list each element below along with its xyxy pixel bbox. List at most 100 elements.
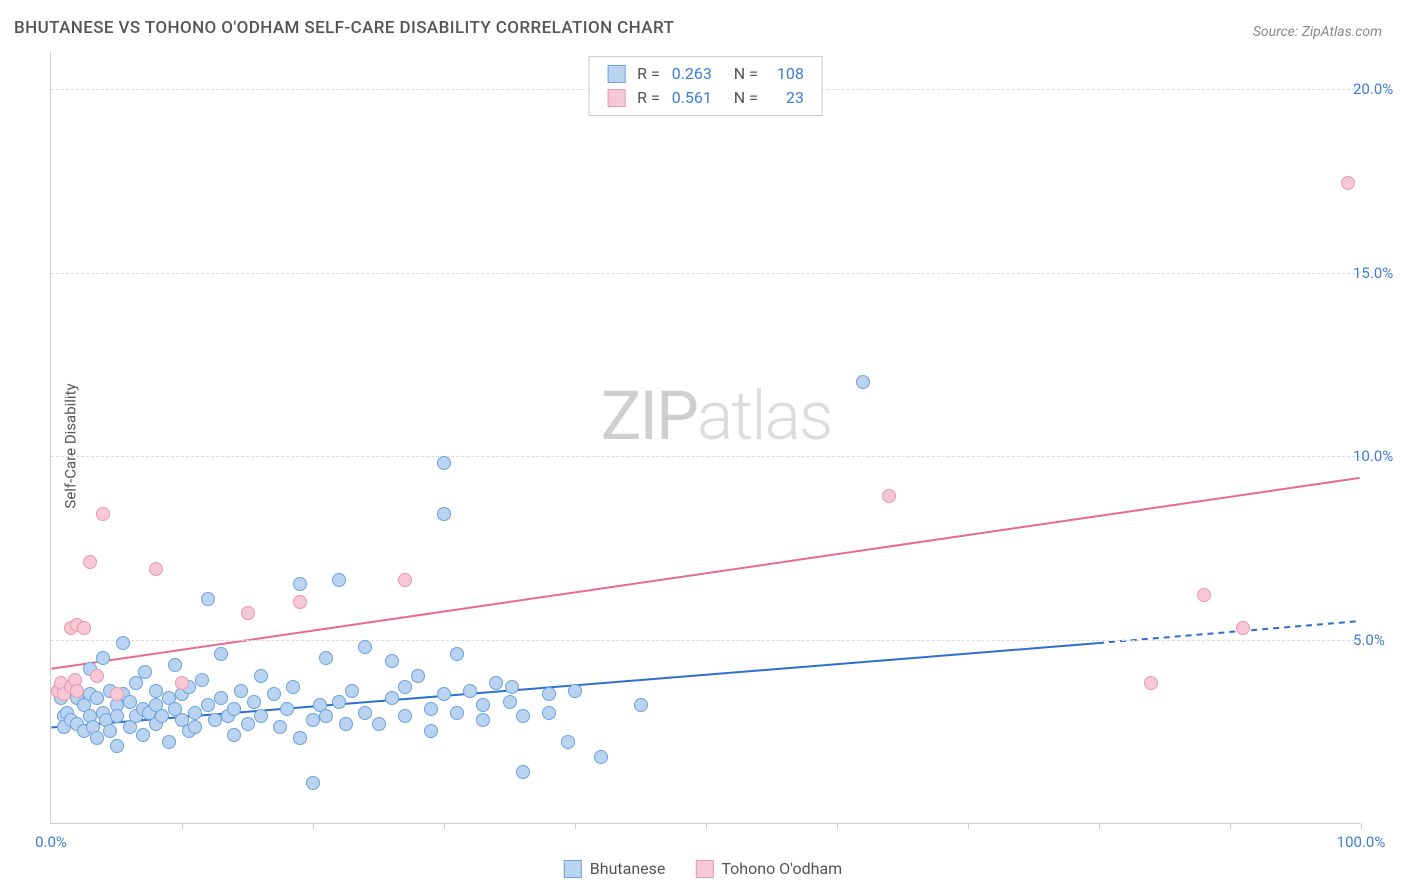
data-point [882,489,896,503]
data-point [162,735,176,749]
trendlines-svg [51,52,1360,823]
n-label: N = [734,86,758,110]
data-point [424,702,438,716]
x-tick [575,823,576,829]
data-point [83,555,97,569]
data-point [241,606,255,620]
data-point [306,713,320,727]
legend-swatch [564,860,582,878]
data-point [116,636,130,650]
data-point [358,706,372,720]
data-point [561,735,575,749]
data-point [214,691,228,705]
legend-bottom: Bhutanese Tohono O'odham [564,859,842,878]
legend-swatch [607,89,625,107]
x-tick [1099,823,1100,829]
y-tick-label: 10.0% [1353,447,1406,465]
data-point [542,687,556,701]
data-point [103,724,117,738]
data-point [358,640,372,654]
data-point [542,706,556,720]
y-tick-label: 20.0% [1353,80,1406,98]
data-point [503,695,517,709]
x-tick [968,823,969,829]
data-point [110,709,124,723]
data-point [110,739,124,753]
data-point [385,654,399,668]
gridline [51,273,1360,274]
data-point [568,684,582,698]
data-point [70,684,84,698]
data-point [90,691,104,705]
data-point [254,669,268,683]
r-label: R = [637,86,660,110]
data-point [437,687,451,701]
data-point [372,717,386,731]
x-tick-label: 100.0% [1337,833,1386,851]
x-tick [1361,823,1362,829]
data-point [280,702,294,716]
n-value: 23 [770,86,804,110]
data-point [516,709,530,723]
data-point [516,765,530,779]
legend-label: Tohono O'odham [721,859,842,878]
x-tick [837,823,838,829]
x-tick [706,823,707,829]
r-value: 0.263 [672,62,722,86]
data-point [856,375,870,389]
data-point [201,698,215,712]
data-point [489,676,503,690]
data-point [450,706,464,720]
data-point [398,709,412,723]
data-point [254,709,268,723]
data-point [195,673,209,687]
data-point [385,691,399,705]
data-point [398,680,412,694]
data-point [424,724,438,738]
data-point [188,706,202,720]
data-point [293,577,307,591]
data-point [339,717,353,731]
n-label: N = [734,62,758,86]
data-point [138,665,152,679]
data-point [241,717,255,731]
data-point [214,647,228,661]
data-point [136,728,150,742]
source-credit: Source: ZipAtlas.com [1253,24,1382,40]
data-point [505,680,519,694]
gridline [51,640,1360,641]
x-tick [1230,823,1231,829]
r-label: R = [637,62,660,86]
data-point [155,709,169,723]
data-point [398,573,412,587]
watermark: ZIPatlas [601,376,832,456]
data-point [293,595,307,609]
r-value: 0.561 [672,86,722,110]
data-point [168,658,182,672]
data-point [273,720,287,734]
watermark-atlas: atlas [697,376,832,456]
x-tick [444,823,445,829]
data-point [227,702,241,716]
data-point [188,720,202,734]
data-point [123,695,137,709]
data-point [175,676,189,690]
data-point [476,713,490,727]
data-point [1197,588,1211,602]
source-label: Source: [1253,24,1298,40]
data-point [345,684,359,698]
data-point [149,684,163,698]
data-point [227,728,241,742]
data-point [634,698,648,712]
data-point [96,507,110,521]
legend-label: Bhutanese [590,859,666,878]
data-point [476,698,490,712]
data-point [594,750,608,764]
data-point [77,621,91,635]
x-tick [182,823,183,829]
data-point [247,695,261,709]
legend-row: R = 0.561 N = 23 [607,86,804,110]
data-point [411,669,425,683]
scatter-plot: ZIPatlas 5.0%10.0%15.0%20.0%0.0%100.0%R … [50,52,1360,824]
data-point [90,731,104,745]
